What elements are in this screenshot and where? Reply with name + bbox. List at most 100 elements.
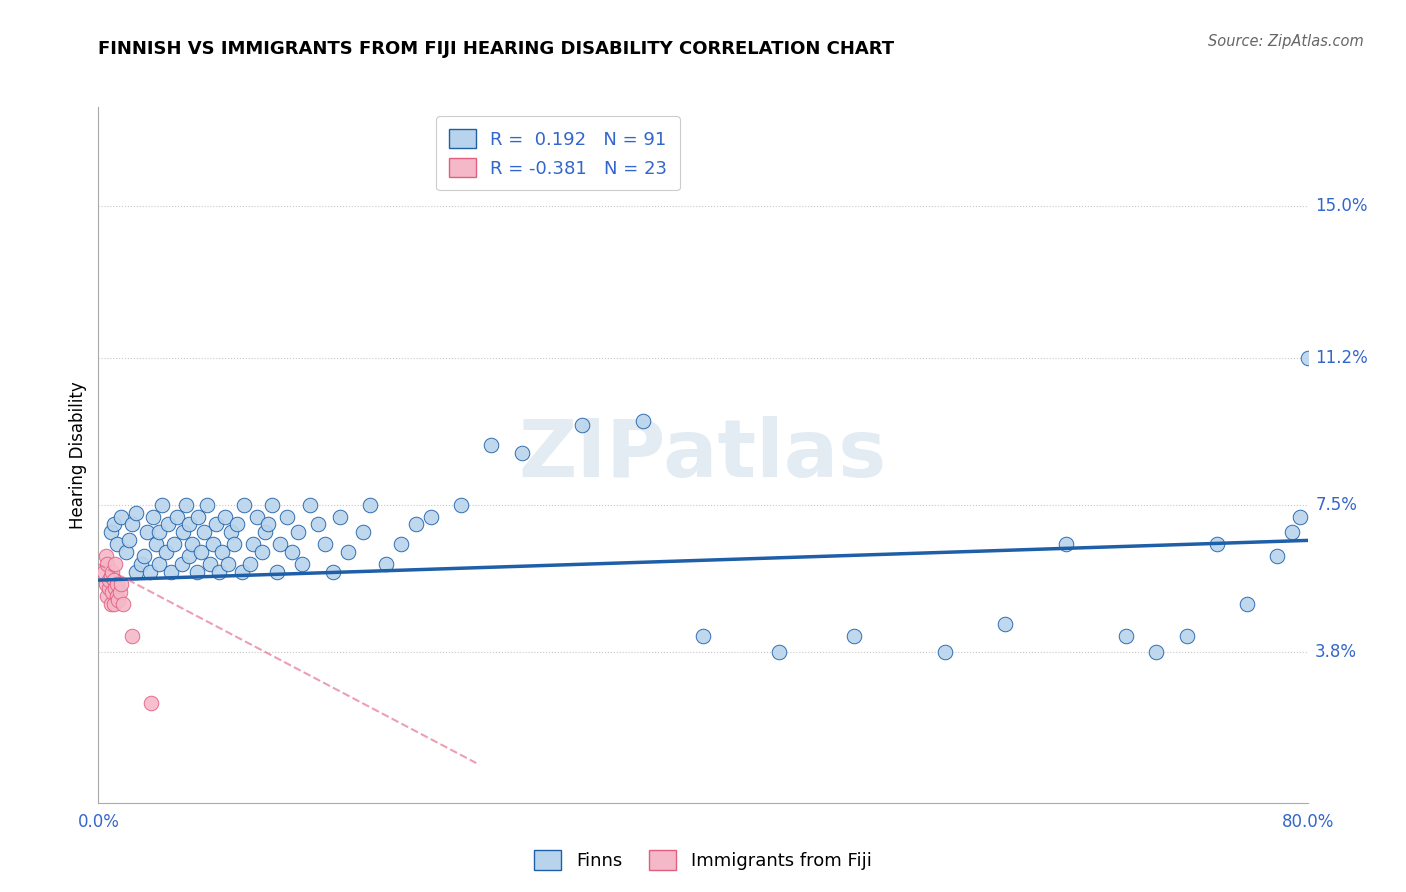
Point (224, 537, 246, 551)
Point (246, 509, 269, 524)
Point (187, 509, 209, 524)
Point (299, 498, 322, 512)
Point (132, 549, 155, 564)
Point (336, 545, 359, 559)
Point (374, 558, 396, 572)
Text: 7.5%: 7.5% (1315, 496, 1357, 514)
Point (193, 525, 215, 540)
Point (314, 537, 336, 551)
Point (205, 517, 228, 532)
Point (141, 697, 163, 711)
Point (211, 545, 233, 559)
Point (105, 577, 128, 591)
Point (103, 573, 125, 587)
Point (269, 537, 291, 551)
Point (208, 565, 231, 579)
Point (190, 545, 212, 559)
Point (1054, 537, 1077, 551)
Point (405, 517, 427, 532)
Text: Source: ZipAtlas.com: Source: ZipAtlas.com (1208, 34, 1364, 49)
Point (481, 438, 503, 452)
Point (103, 517, 125, 532)
Point (121, 517, 143, 532)
Text: 3.8%: 3.8% (1315, 643, 1357, 661)
Legend: Finns, Immigrants from Fiji: Finns, Immigrants from Fiji (527, 843, 879, 877)
Point (266, 565, 288, 579)
Point (111, 597, 134, 611)
Point (287, 525, 309, 540)
Point (1206, 537, 1229, 551)
Point (105, 589, 128, 603)
Point (139, 565, 162, 579)
Point (101, 585, 124, 599)
Point (419, 509, 441, 524)
Point (174, 498, 197, 512)
Point (148, 525, 170, 540)
Point (692, 629, 714, 643)
Point (1289, 509, 1312, 524)
Point (98, 581, 121, 595)
Point (94, 549, 117, 564)
Point (202, 537, 225, 551)
Point (768, 645, 790, 659)
Point (125, 506, 148, 520)
Point (934, 645, 956, 659)
Point (1236, 597, 1258, 611)
Point (145, 537, 167, 551)
Point (177, 549, 201, 564)
Point (262, 498, 284, 512)
Point (226, 517, 249, 532)
Point (103, 597, 125, 611)
Point (100, 597, 122, 611)
Point (239, 558, 262, 572)
Point (125, 565, 148, 579)
Point (98, 573, 121, 587)
Point (221, 525, 243, 540)
Point (135, 525, 157, 540)
Point (994, 616, 1017, 631)
Point (105, 537, 128, 551)
Point (181, 537, 204, 551)
Text: 11.2%: 11.2% (1315, 349, 1368, 367)
Point (1115, 629, 1137, 643)
Point (148, 558, 170, 572)
Point (93, 565, 115, 579)
Text: FINNISH VS IMMIGRANTS FROM FIJI HEARING DISABILITY CORRELATION CHART: FINNISH VS IMMIGRANTS FROM FIJI HEARING … (98, 40, 894, 58)
Point (195, 498, 218, 512)
Point (129, 558, 152, 572)
Point (232, 498, 254, 512)
Text: ZIPatlas: ZIPatlas (519, 416, 887, 494)
Point (844, 629, 866, 643)
Point (100, 525, 122, 540)
Point (253, 525, 276, 540)
Point (631, 414, 654, 428)
Point (96, 558, 118, 572)
Point (104, 558, 127, 572)
Point (571, 418, 593, 433)
Point (1175, 629, 1198, 643)
Point (100, 569, 122, 583)
Point (352, 525, 374, 540)
Point (156, 517, 179, 532)
Point (155, 545, 177, 559)
Point (276, 509, 298, 524)
Point (108, 585, 131, 599)
Point (214, 509, 236, 524)
Point (1296, 351, 1319, 365)
Point (1144, 645, 1167, 659)
Point (450, 498, 472, 512)
Point (322, 565, 344, 579)
Point (200, 558, 222, 572)
Point (142, 509, 165, 524)
Point (104, 581, 127, 595)
Point (242, 537, 264, 551)
Point (114, 545, 136, 559)
Point (250, 545, 273, 559)
Point (101, 565, 124, 579)
Point (121, 629, 143, 643)
Point (107, 593, 129, 607)
Point (170, 558, 193, 572)
Point (329, 509, 352, 524)
Point (96, 589, 118, 603)
Point (360, 498, 382, 512)
